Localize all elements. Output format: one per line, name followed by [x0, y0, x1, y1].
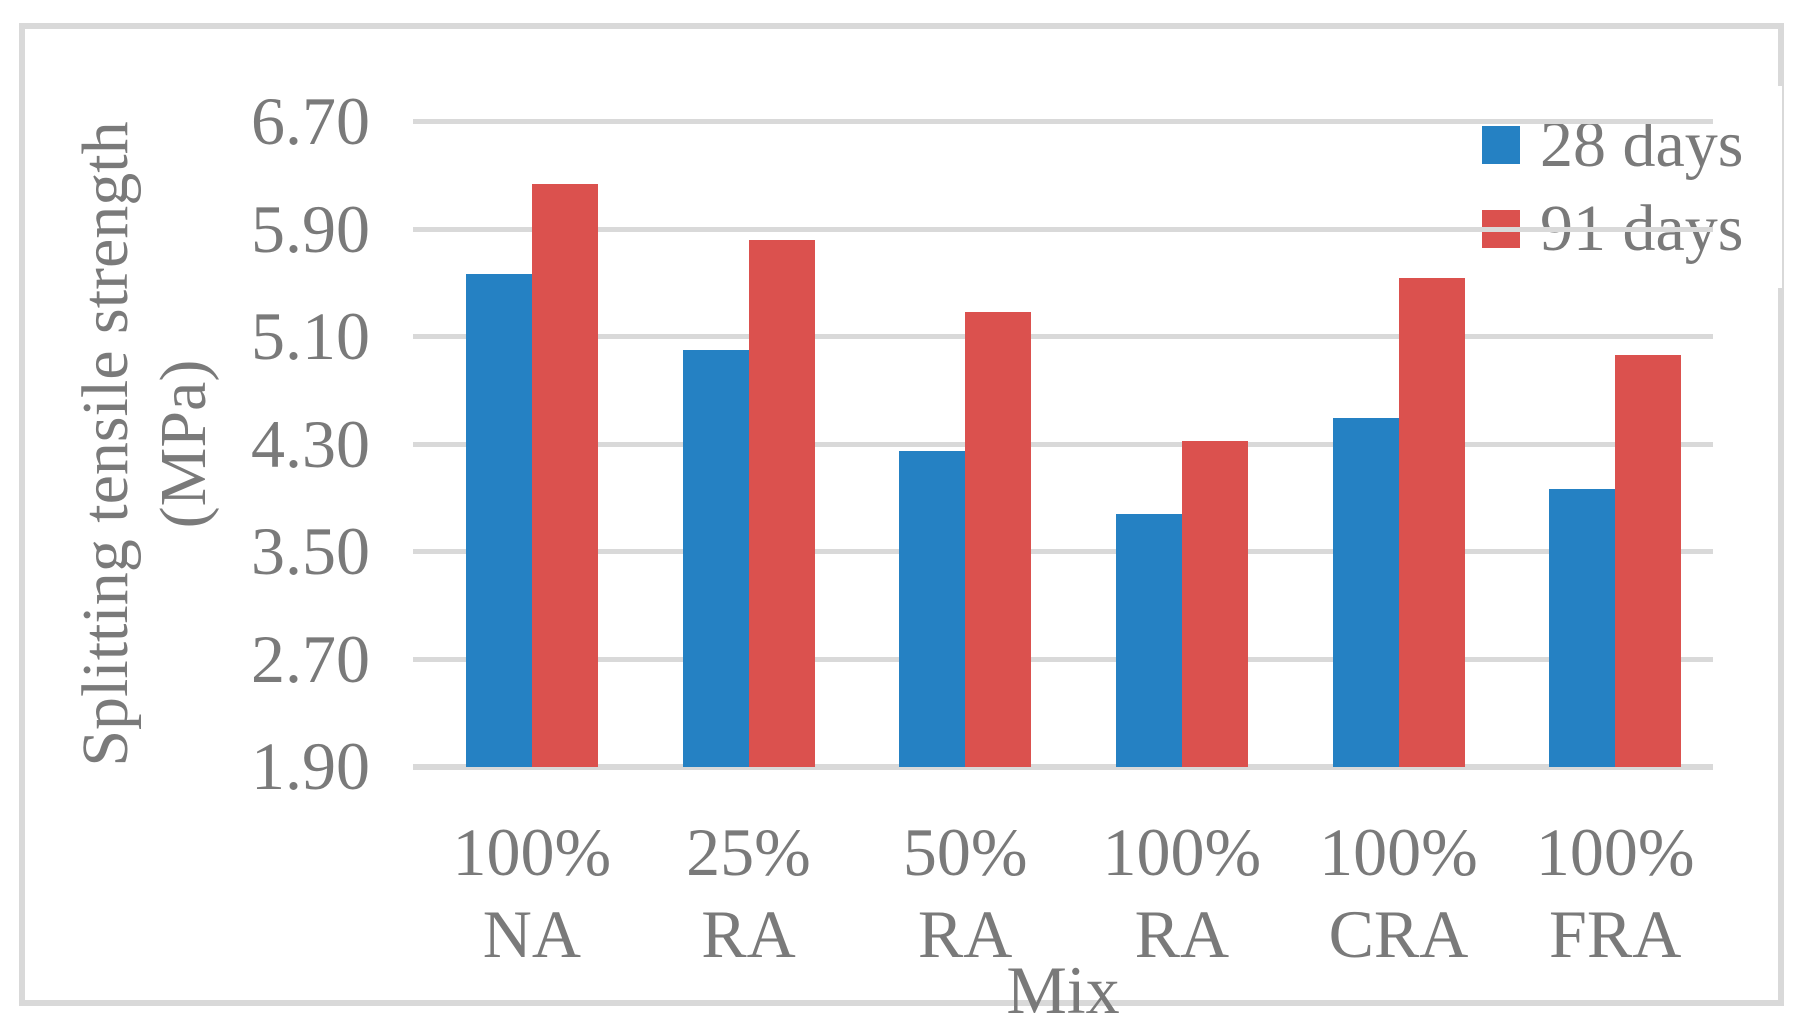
- x-category-label-line: NA: [482, 896, 581, 972]
- y-tick-label: 2.70: [251, 620, 370, 697]
- bar-91days-100RA: [1181, 440, 1248, 767]
- gridline: [413, 334, 1713, 339]
- bar-28days-25RA: [682, 350, 749, 767]
- gridline: [413, 226, 1713, 232]
- gridline: [413, 119, 1713, 124]
- bar-28days-100CRA: [1332, 417, 1399, 767]
- x-category-label-line: RA: [701, 896, 796, 972]
- y-tick-label: 5.90: [251, 190, 370, 267]
- bar-91days-100CRA: [1398, 277, 1465, 767]
- x-category-label: 25% RA: [619, 811, 879, 975]
- gridline: [413, 441, 1713, 447]
- bar-91days-100FRA: [1615, 354, 1682, 767]
- x-category-label: 50% RA: [835, 811, 1095, 975]
- y-tick-label: 6.70: [251, 83, 370, 159]
- y-axis-title-line1: Splitting tensile strength: [69, 121, 142, 767]
- bar-91days-25RA: [748, 240, 815, 767]
- x-category-label: 100% RA: [1052, 811, 1312, 975]
- x-axis-title: Mix: [1006, 952, 1120, 1028]
- y-tick-label: 5.10: [251, 298, 370, 374]
- x-category-label-line: 100%: [1102, 814, 1262, 890]
- bar-28days-100FRA: [1549, 488, 1616, 767]
- legend-swatch-28days: [1482, 126, 1520, 164]
- x-category-label-line: FRA: [1549, 896, 1682, 972]
- gridline: [413, 656, 1713, 662]
- y-tick-label: 4.30: [251, 405, 370, 482]
- x-category-label-line: 100%: [1535, 814, 1695, 890]
- bar-28days-50RA: [899, 451, 966, 767]
- legend: 28 days 91 days: [1466, 86, 1782, 288]
- y-tick-label: 3.50: [251, 513, 370, 589]
- x-category-label-line: RA: [917, 896, 1013, 972]
- bar-28days-100NA: [465, 273, 532, 767]
- bar-28days-100RA: [1115, 514, 1182, 767]
- x-category-label-line: 50%: [902, 814, 1028, 890]
- bar-91days-100NA: [531, 183, 598, 767]
- x-category-label-line: 100%: [452, 814, 612, 890]
- x-category-label-line: 100%: [1319, 814, 1478, 890]
- x-category-label: 100% CRA: [1269, 811, 1529, 975]
- x-category-label: 100% FRA: [1485, 811, 1745, 975]
- bar-91days-50RA: [965, 311, 1032, 767]
- x-category-label-line: 25%: [686, 814, 811, 890]
- y-axis-title-line2: (MPa): [147, 359, 220, 529]
- y-tick-label: 1.90: [251, 728, 370, 804]
- gridline: [413, 549, 1713, 554]
- chart-frame-border: 28 days 91 days 6.70 5.90 5.10 4.30 3.50 2.70 1…: [19, 23, 1784, 1028]
- x-category-label: 100% NA: [402, 811, 662, 975]
- x-axis-line: [413, 764, 1713, 770]
- x-category-label-line: RA: [1134, 896, 1230, 972]
- x-category-label-line: CRA: [1328, 896, 1469, 972]
- legend-item-28days: 28 days: [1482, 106, 1782, 184]
- plot-area: 28 days 91 days: [413, 86, 1782, 770]
